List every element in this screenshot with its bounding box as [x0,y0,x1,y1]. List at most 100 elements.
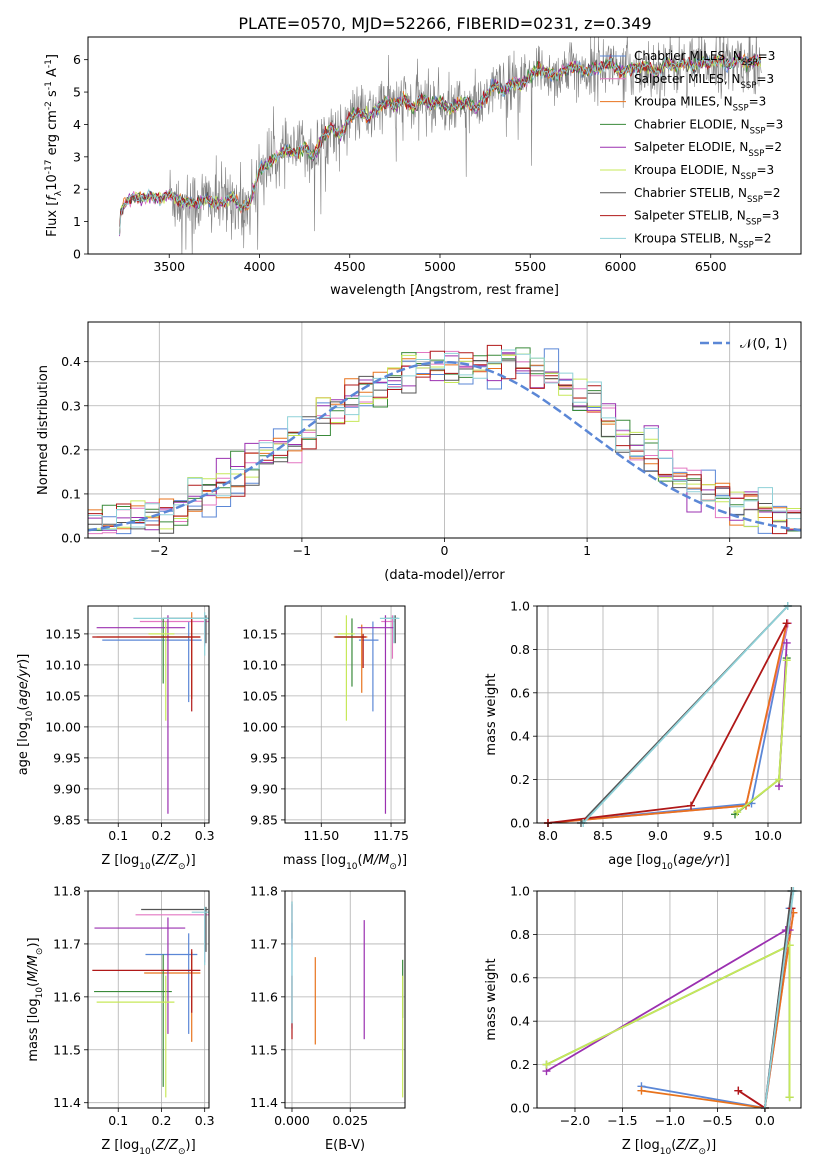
weight_vs_z-point-marker [542,1060,551,1069]
weight_vs_age-point-marker [687,801,695,810]
mass_vs_z-axes [88,890,209,1108]
weight_vs_age-ytick-label: 0.2 [510,772,530,787]
residuals-xtick-label: 0 [441,543,449,558]
age_vs_mass-xtick-label: 11.75 [373,828,409,843]
age_vs_mass-ytick-label: 9.90 [250,781,278,796]
mass_vs_ebv-frame: 0.000 0.025 11.4 11.5 11.6 11.7 11.8 [250,884,406,1128]
mass_vs_ebv-border [284,890,406,1109]
weight_vs_z-ylabel: mass weight [484,958,499,1040]
spectrum-model-line [119,54,762,233]
age_vs_z-xtick-label: 0.2 [152,828,172,843]
mass_vs_ebv-ytick-label: 11.7 [250,936,278,951]
legend-label: Salpeter MILES, NSSP=3 [634,72,774,91]
weight_vs_age-point-marker [733,808,742,817]
weight_vs_z-ytick-label: 1.0 [510,884,530,899]
residuals-xtick-label: 2 [726,543,734,558]
mass_vs_z-xlabel: Z [log10(Z/Z⊙)] [101,1138,195,1157]
age_vs_z-ytick-label: 9.95 [53,750,81,765]
age_vs_z-ytick-label: 10.00 [45,719,81,734]
weight_vs_z-ytick-label: 0.6 [510,970,530,985]
mass_vs_z-ytick-label: 11.4 [53,1095,81,1110]
weight_vs_z-point-marker [637,1086,646,1095]
spectrum-plot [119,37,762,254]
legend-label: Salpeter STELIB, NSSP=3 [634,209,779,228]
mass_vs_z-ytick-label: 11.6 [53,989,81,1004]
residuals-ylabel: Normed distribution [36,365,51,495]
weight_vs_age-border [536,605,802,824]
age_vs_mass-xtick-label: 11.50 [303,828,339,843]
weight_vs_z-point-marker [734,1086,743,1095]
age_vs_mass-border [284,605,406,824]
mass_vs_ebv-plot [291,901,404,1098]
age_vs_mass-axes [285,606,405,823]
mass_vs_ebv-xtick-label: 0.000 [274,1113,310,1128]
weight_vs_z-ytick-label: 0.8 [510,927,530,942]
spectrum-xtick-label: 3500 [153,259,185,274]
weight_vs_age-xlabel: age [log10(age/yr)] [608,853,730,872]
age_vs_z-ytick-label: 10.05 [45,688,81,703]
mass_vs_ebv-xlabel: E(B-V) [325,1138,365,1153]
spectrum-ytick-label: 4 [73,117,81,132]
mass_vs_z-xtick-label: 0.1 [108,1113,128,1128]
spectrum-ylabel: Flux [fλ10-17 erg cm-2 s-1 A-1] [44,54,64,237]
age_vs_z-ytick-label: 10.15 [45,626,81,641]
weight_vs_age-series-line [547,622,788,824]
residuals-ytick-label: 0.3 [61,398,81,413]
spectrum-border [87,36,802,255]
weight_vs_age-xtick-label: 9.0 [648,828,668,843]
weight_vs_z-xtick-label: 0.0 [755,1113,775,1128]
spectrum-ytick-label: 5 [73,85,81,100]
weight_vs_age-point-marker [782,619,791,628]
weight_vs_z-point-marker [785,1093,794,1102]
mass_vs_z-ytick-label: 11.7 [53,936,81,951]
mass_vs_z-frame: 0.1 0.2 0.3 11.4 11.5 11.6 11.7 11.8 [53,884,214,1129]
weight_vs_age-series-line [547,623,789,824]
age_vs_mass-ytick-label: 10.10 [242,657,278,672]
age_vs_z-xlabel: Z [log10(Z/Z⊙)] [101,853,195,872]
age_vs_z-frame: 0.1 0.2 0.3 9.85 9.90 9.95 10.00 10.05 10.10 10.1… [45,605,215,843]
mass_vs_ebv-ytick-label: 11.4 [250,1095,278,1110]
spectrum-ytick-label: 0 [73,247,81,262]
spectrum-xtick-label: 4500 [334,259,366,274]
mass_vs_z-ylabel: mass [log10(M/M⊙)] [26,937,45,1061]
age_vs_mass-ytick-label: 10.00 [242,719,278,734]
weight_vs_age-point-marker [782,638,791,647]
spectrum-frame: 3500 4000 4500 5000 5500 6000 6500 0 1 2 3 4 5 6 [73,36,802,274]
spectrum-xlabel: wavelength [Angstrom, rest frame] [330,283,559,298]
mass_vs_ebv-ytick-label: 11.8 [250,884,278,899]
weight_vs_z-border [536,890,802,1109]
weight_vs_age-series-line [582,605,789,824]
spectrum-xtick-label: 5000 [424,259,456,274]
legend-label: Chabrier ELODIE, NSSP=3 [634,117,783,136]
weight_vs_z-xtick-label: −1.0 [655,1113,685,1128]
weight_vs_z-series-line [764,890,795,1109]
residuals-histogram [88,349,801,538]
weight_vs_age-ytick-label: 0.4 [510,729,530,744]
age_vs_mass-ytick-label: 10.05 [242,688,278,703]
spectrum-model-line [119,54,762,234]
weight_vs_age-frame: 8.0 8.5 9.0 9.5 10.0 0.0 0.2 0.4 0.6 0.8 1.0 [510,599,802,843]
spectrum-ytick-label: 3 [73,149,81,164]
age_vs_mass-ytick-label: 9.95 [250,750,278,765]
age_vs_z-axes [88,606,209,823]
weight_vs_age-xtick-label: 9.5 [703,828,723,843]
age_vs_mass-ytick-label: 9.85 [250,812,278,827]
spectrum-ytick-label: 1 [73,214,81,229]
weight_vs_age-axes [537,605,801,824]
age_vs_mass-plot [333,615,400,814]
age_vs_mass-xlabel: mass [log10(M/M⊙)] [283,853,407,872]
mass_vs_ebv-axes [285,890,405,1108]
weight_vs_age-point-marker [775,775,783,784]
age_vs_z-xtick-label: 0.1 [108,828,128,843]
weight_vs_z-xtick-label: −1.5 [607,1113,637,1128]
weight_vs_z-ytick-label: 0.4 [510,1014,530,1029]
age_vs_z-ylabel: age [log10(age/yr)] [16,654,35,776]
mass_vs_z-ytick-label: 11.8 [53,884,81,899]
weight_vs_age-ytick-label: 1.0 [510,599,530,614]
residuals-xlabel: (data-model)/error [384,568,505,583]
spectrum-legend: Chabrier MILES, NSSP=3 Salpeter MILES, NS… [600,49,783,250]
weight_vs_age-point-marker [782,656,791,665]
age_vs_z-ytick-label: 9.85 [53,812,81,827]
weight_vs_z-xtick-label: −2.0 [560,1113,590,1128]
legend-label: Kroupa ELODIE, NSSP=3 [634,163,774,182]
